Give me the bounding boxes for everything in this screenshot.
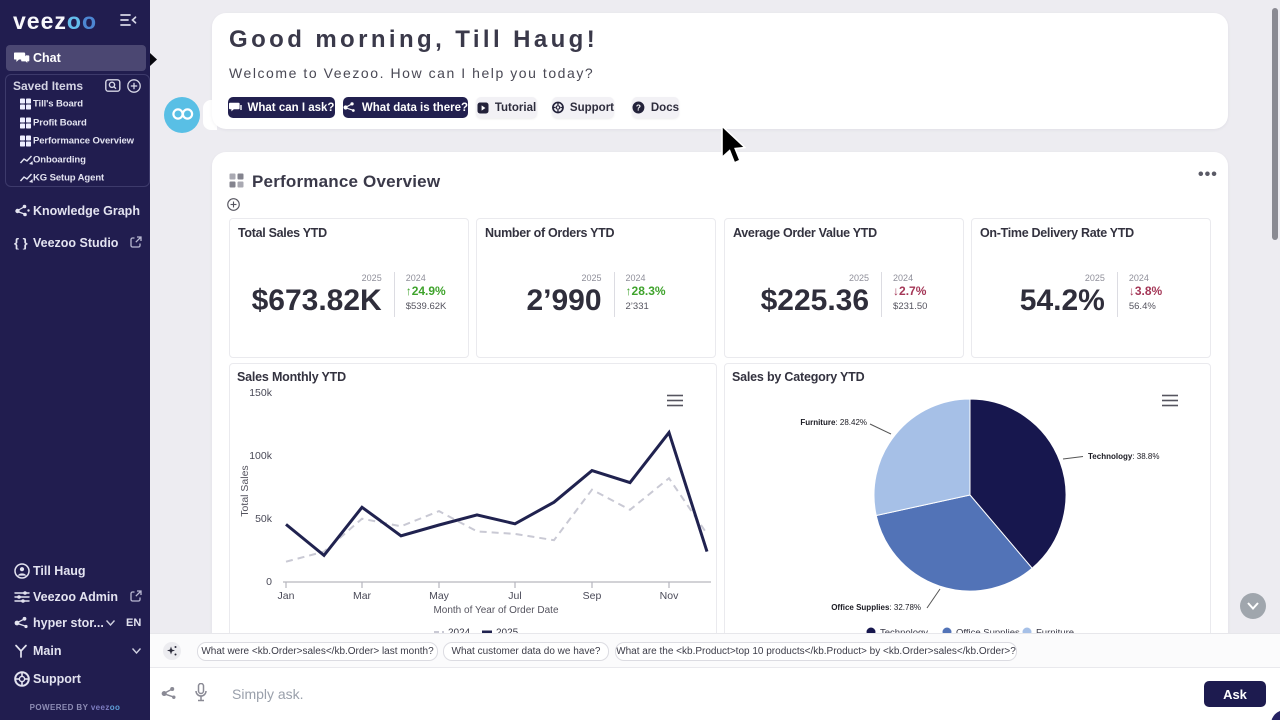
- svg-text:Total Sales: Total Sales: [239, 465, 251, 516]
- svg-text:Office Supplies: 32.78%: Office Supplies: 32.78%: [831, 603, 921, 612]
- svg-text:?: ?: [636, 102, 641, 112]
- svg-text:{ }: { }: [14, 237, 28, 250]
- svg-text:0: 0: [266, 576, 272, 588]
- svg-text:Jan: Jan: [278, 590, 295, 602]
- svg-text:100k: 100k: [249, 450, 273, 462]
- svg-text:50k: 50k: [255, 513, 273, 525]
- svg-text:150k: 150k: [249, 387, 273, 399]
- svg-text:Sep: Sep: [583, 590, 602, 602]
- svg-text:Furniture: 28.42%: Furniture: 28.42%: [800, 418, 867, 427]
- svg-text:Jul: Jul: [508, 590, 521, 602]
- svg-text:Technology: 38.8%: Technology: 38.8%: [1088, 452, 1159, 461]
- svg-text:Month of Year of Order Date: Month of Year of Order Date: [433, 605, 559, 616]
- svg-text:Nov: Nov: [660, 590, 679, 602]
- svg-text:Mar: Mar: [353, 590, 372, 602]
- svg-text:May: May: [429, 590, 450, 602]
